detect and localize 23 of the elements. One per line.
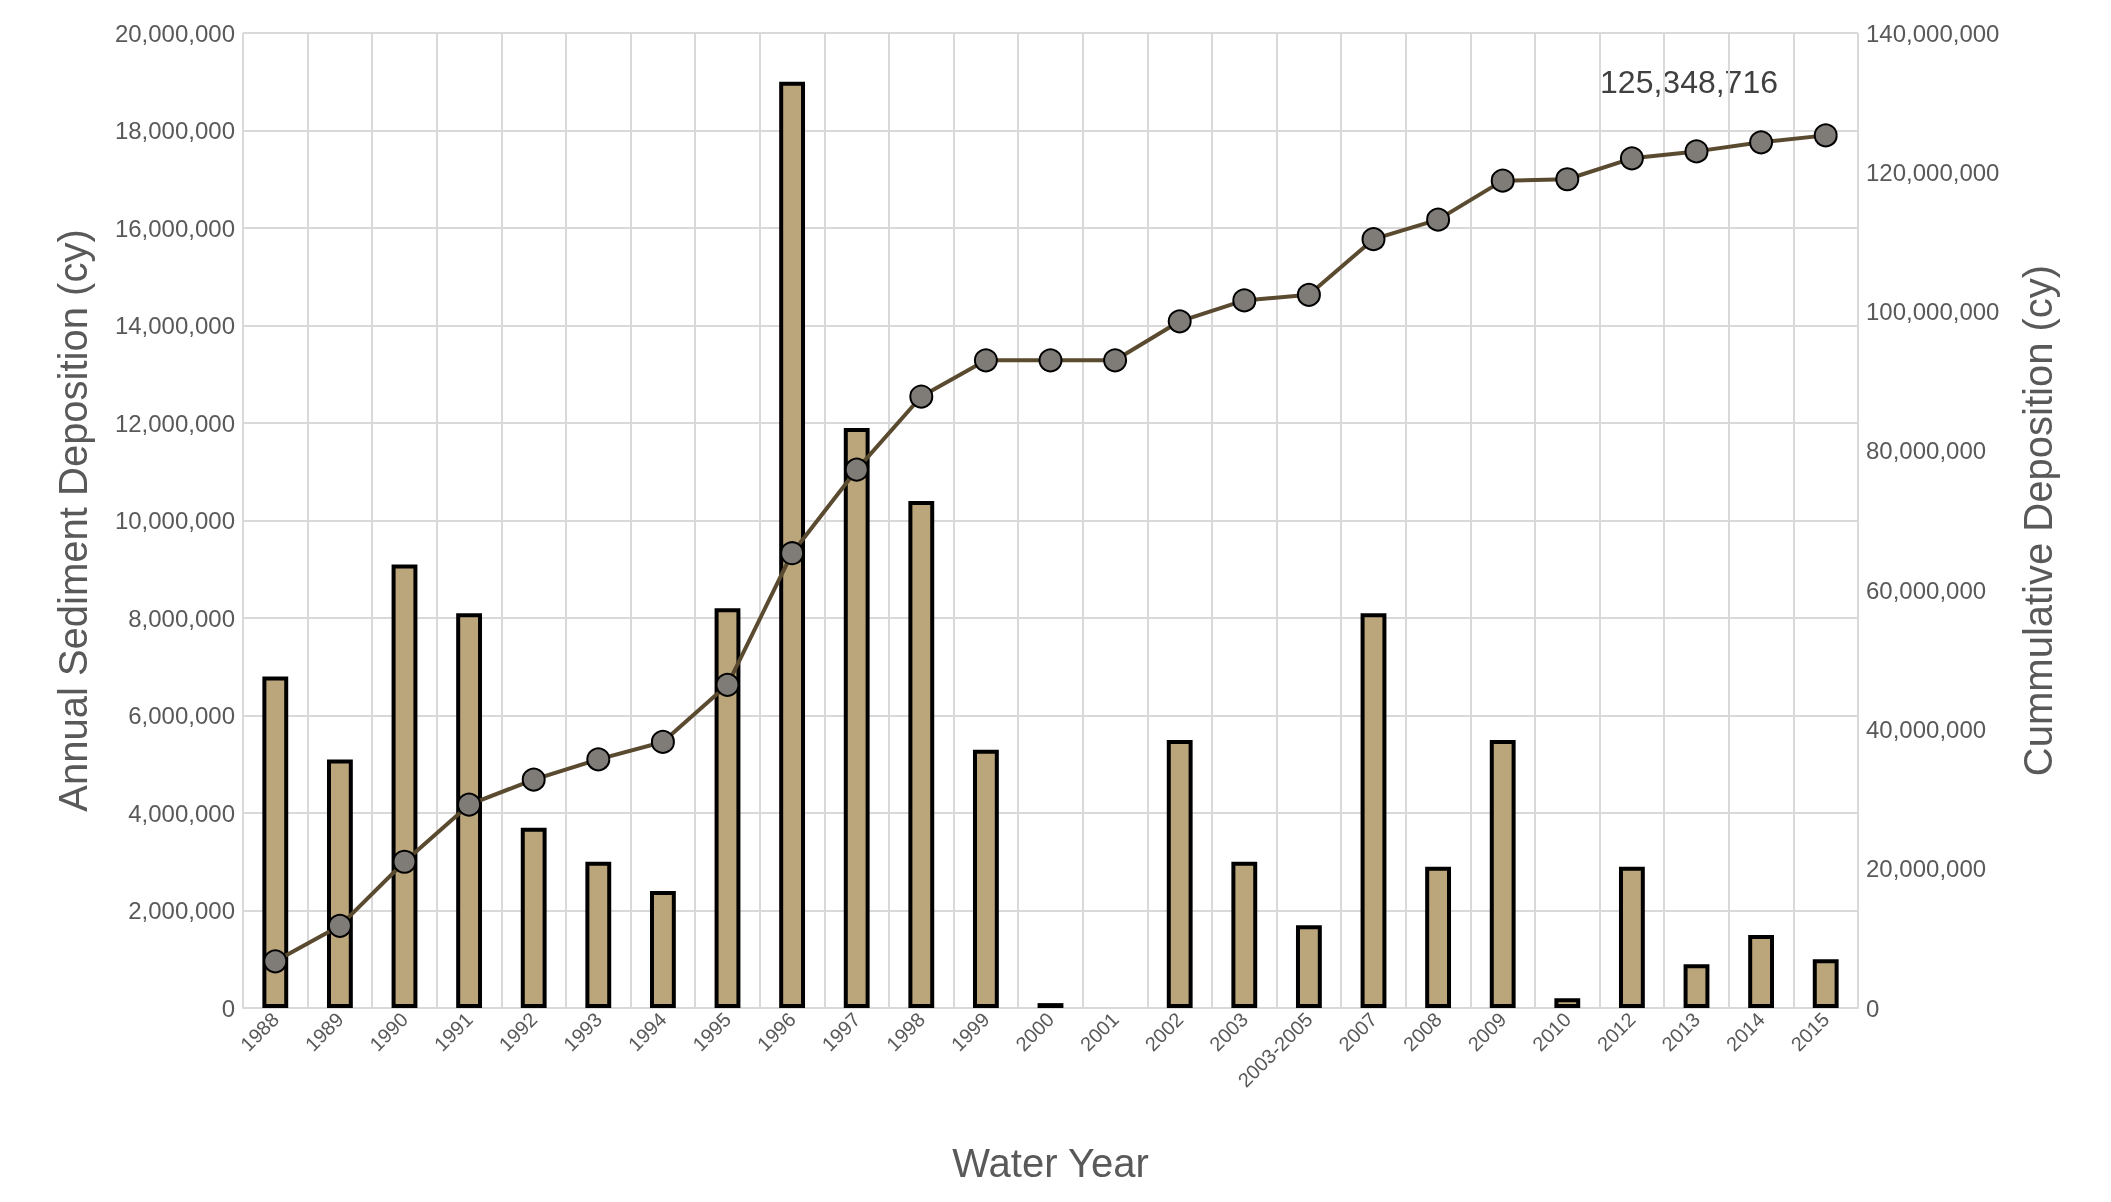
y-tick-label: 18,000,000 xyxy=(114,117,235,144)
y2-axis-title: Cummulative Deposition (cy) xyxy=(2016,264,2060,777)
y-tick-label: 14,000,000 xyxy=(114,312,235,339)
y2-tick-label: 0 xyxy=(1866,994,1880,1022)
y2-tick-label: 40,000,000 xyxy=(1866,715,1987,743)
y2-tick-label: 80,000,000 xyxy=(1866,437,1987,465)
y-tick-label: 20,000,000 xyxy=(114,19,235,47)
annotation: 125,348,716 xyxy=(1600,64,1778,100)
y-tick-label: 12,000,000 xyxy=(114,409,235,437)
y-tick-label: 16,000,000 xyxy=(114,214,235,242)
x-axis-title: Water Year xyxy=(952,1141,1149,1185)
y-tick-label: 10,000,000 xyxy=(114,507,235,534)
y-tick-label: 6,000,000 xyxy=(128,702,235,729)
y-tick-label: 2,000,000 xyxy=(128,897,235,924)
y-axis-title: Annual Sediment Deposition (cy) xyxy=(51,229,95,812)
y-tick-label: 0 xyxy=(221,994,235,1022)
y2-tick-label: 120,000,000 xyxy=(1866,158,2000,186)
y-tick-label: 4,000,000 xyxy=(128,799,235,827)
y2-tick-label: 20,000,000 xyxy=(1866,855,1987,883)
y-tick-label: 8,000,000 xyxy=(128,604,235,632)
y2-tick-label: 100,000,000 xyxy=(1866,298,2000,326)
y2-tick-label: 140,000,000 xyxy=(1866,19,2000,47)
y2-tick-label: 60,000,000 xyxy=(1866,576,1987,604)
